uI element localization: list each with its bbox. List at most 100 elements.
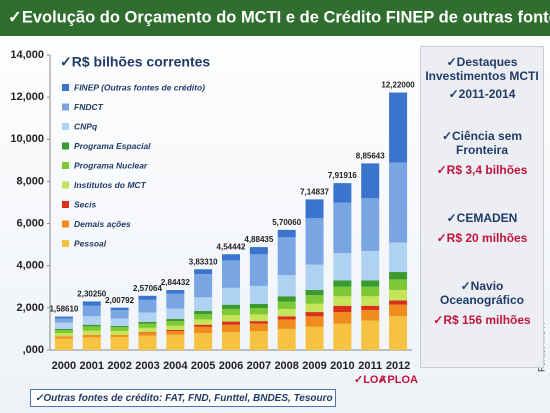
legend-label: Pessoal bbox=[74, 238, 107, 248]
bar-segment bbox=[333, 296, 352, 306]
bar-segment bbox=[194, 314, 213, 320]
title-bar bbox=[0, 0, 550, 36]
bar-segment bbox=[249, 247, 268, 255]
bar-segment bbox=[277, 275, 296, 297]
x-tick-label: 2006 bbox=[219, 360, 243, 372]
bar-segment bbox=[82, 330, 101, 335]
legend-swatch bbox=[62, 201, 69, 208]
bar-segment bbox=[138, 332, 157, 336]
y-tick-label: 2,000 bbox=[16, 302, 44, 314]
bar-segment bbox=[166, 290, 185, 294]
total-label: 3,83310 bbox=[189, 257, 218, 266]
bar-segment bbox=[194, 297, 213, 312]
bar-segment bbox=[361, 286, 380, 297]
bar-segment bbox=[166, 321, 185, 326]
bar-segment bbox=[361, 163, 380, 199]
y-tick-label: 8,000 bbox=[16, 175, 44, 187]
y-tick-label: 6,000 bbox=[16, 217, 44, 229]
bar-segment bbox=[166, 308, 185, 320]
panel-period: ✓2011-2014 bbox=[448, 87, 516, 101]
bar-segment bbox=[82, 334, 101, 338]
bar-segment bbox=[389, 289, 408, 301]
bar-segment bbox=[194, 274, 213, 298]
bar-segment bbox=[54, 328, 73, 330]
side-panel: ✓Destaques Investimentos MCTI ✓2011-2014… bbox=[420, 46, 544, 368]
panel-item-amount: ✓R$ 20 milhões bbox=[436, 231, 528, 245]
bar-segment bbox=[110, 336, 129, 350]
x-tick-label: 2010 bbox=[330, 360, 354, 372]
bar-segment bbox=[305, 218, 324, 265]
panel-item-label: ✓Ciência sem Fronteira bbox=[441, 129, 523, 157]
chart-title: ✓Evolução do Orçamento do MCTI e de Créd… bbox=[8, 8, 550, 26]
bar-segment bbox=[54, 322, 73, 329]
legend-swatch bbox=[62, 142, 69, 150]
bar-segment bbox=[305, 295, 324, 304]
bar-segment bbox=[54, 333, 73, 337]
bar-segment bbox=[389, 272, 408, 280]
bar-segment bbox=[249, 254, 268, 286]
y-tick-label: 10,000 bbox=[10, 133, 44, 145]
footnote: ✓Outras fontes de crédito: FAT, FND, Fun… bbox=[30, 389, 336, 407]
bar-segment bbox=[277, 296, 296, 302]
bar-segment bbox=[222, 315, 240, 322]
bar-segment bbox=[249, 308, 268, 315]
bar-segment bbox=[249, 331, 268, 350]
bar-segment bbox=[166, 325, 185, 330]
x-tick-label: 2001 bbox=[80, 360, 104, 372]
bar-segment bbox=[333, 202, 352, 254]
bar-segment bbox=[305, 312, 324, 317]
legend-swatch bbox=[62, 181, 69, 189]
x-tick-label: 2011 bbox=[358, 360, 382, 372]
bar-segment bbox=[82, 301, 101, 306]
bar-segment bbox=[249, 285, 268, 304]
bar-segment bbox=[138, 327, 157, 333]
bar-segment bbox=[361, 305, 380, 310]
legend-swatch bbox=[62, 240, 69, 247]
x-tick-label: 2008 bbox=[274, 360, 298, 372]
bar-segment bbox=[389, 279, 408, 290]
y-tick-label: ,000 bbox=[23, 344, 44, 356]
x-tick-label: 2012 bbox=[386, 360, 410, 372]
total-label: 12,22000 bbox=[381, 81, 415, 90]
annotation: ✓PLOA bbox=[378, 374, 418, 386]
bar-segment bbox=[361, 280, 380, 287]
x-tick-label: 2009 bbox=[302, 360, 326, 372]
legend-label: Secis bbox=[74, 199, 96, 209]
bar-segment bbox=[166, 319, 185, 322]
legend-label: FINEP (Outras fontes de crédito) bbox=[74, 82, 205, 92]
bar-segment bbox=[110, 325, 129, 328]
bar-segment bbox=[110, 334, 129, 337]
total-label: 2,30250 bbox=[77, 290, 106, 299]
annotation: ✓LOA bbox=[354, 374, 386, 386]
bar-segment bbox=[361, 309, 380, 321]
bar-segment bbox=[249, 314, 268, 322]
bar-segment bbox=[138, 299, 157, 313]
bar-segment bbox=[110, 318, 129, 326]
bar-segment bbox=[389, 92, 408, 163]
bar-segment bbox=[194, 311, 213, 315]
bar-segment bbox=[138, 321, 157, 324]
total-label: 7,91916 bbox=[328, 171, 357, 180]
bar-segment bbox=[194, 326, 213, 334]
total-label: 4,88435 bbox=[244, 235, 273, 244]
x-tick-label: 2007 bbox=[247, 360, 271, 372]
bar-segment bbox=[277, 237, 296, 276]
legend-swatch bbox=[62, 103, 69, 111]
bar-segment bbox=[333, 312, 352, 324]
bar-segment bbox=[389, 162, 408, 243]
bar-segment bbox=[194, 333, 213, 350]
x-tick-label: 2002 bbox=[107, 360, 131, 372]
bar-segment bbox=[194, 324, 213, 327]
x-tick-label: 2003 bbox=[135, 360, 159, 372]
bar-segment bbox=[222, 308, 240, 316]
bar-segment bbox=[110, 327, 129, 332]
bar-segment bbox=[389, 304, 408, 317]
bar-segment bbox=[110, 310, 129, 319]
x-tick-label: 2004 bbox=[163, 360, 188, 372]
bar-segment bbox=[110, 307, 129, 311]
bar-segment bbox=[333, 286, 352, 297]
y-tick-label: 14,000 bbox=[10, 49, 44, 61]
total-label: 1,58610 bbox=[49, 305, 78, 314]
